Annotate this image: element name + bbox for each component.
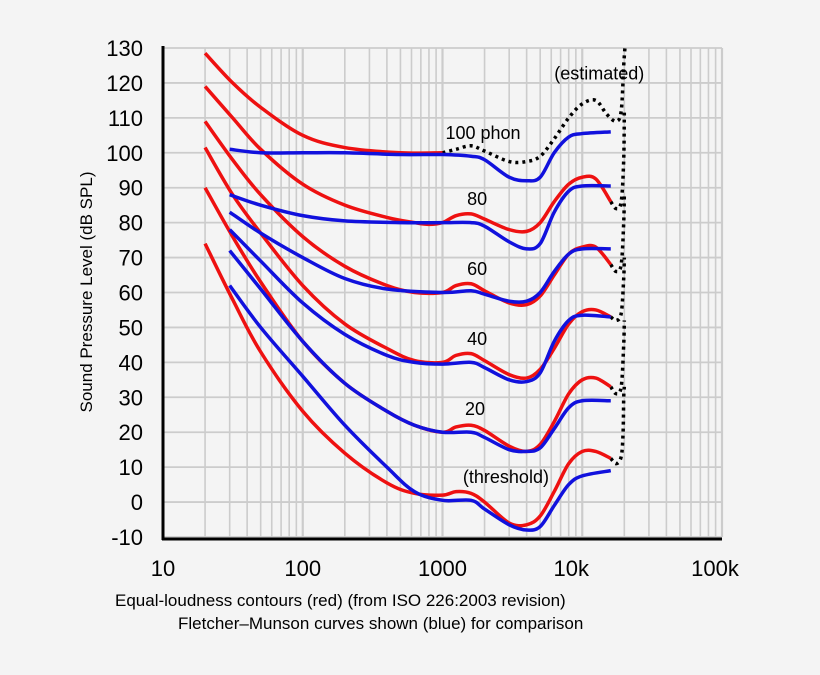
caption-line-2: Fletcher–Munson curves shown (blue) for … [178, 614, 584, 633]
y-tick-label: 10 [119, 455, 143, 480]
fletcher-munson-curve [229, 183, 611, 251]
iso-226-contour [203, 85, 613, 234]
x-tick-label: 100k [691, 556, 740, 581]
curve-annotation: 40 [467, 329, 487, 349]
fletcher-munson-curve [228, 210, 611, 304]
y-tick-label: 70 [119, 246, 143, 271]
iso-226-contour [203, 186, 612, 454]
iso-226-contour [203, 242, 612, 528]
y-tick-label: -10 [111, 525, 143, 550]
fletcher-munson-curve [228, 228, 611, 384]
y-tick-label: 50 [119, 315, 143, 340]
y-tick-label: 20 [119, 420, 143, 445]
estimated-curve [609, 386, 627, 466]
estimated-curve [609, 320, 627, 396]
iso-226-contour [203, 52, 443, 155]
curve-annotation: 80 [467, 189, 487, 209]
fletcher-munson-curve [228, 284, 612, 532]
estimated-curve [609, 110, 627, 211]
fletcher-munson-curve [228, 249, 611, 454]
x-tick-label: 100 [284, 556, 321, 581]
curve-annotation: (estimated) [554, 63, 644, 83]
x-tick-label: 10 [151, 556, 175, 581]
y-tick-label: 40 [119, 350, 143, 375]
y-tick-label: 30 [119, 385, 143, 410]
curve-annotation: (threshold) [463, 467, 549, 487]
estimated-curve [442, 47, 627, 165]
estimated-curve [609, 194, 627, 274]
y-tick-label: 130 [106, 36, 143, 61]
y-tick-label: 80 [119, 211, 143, 236]
curve-annotation: 20 [465, 399, 485, 419]
y-tick-label: 60 [119, 281, 143, 306]
y-tick-label: 120 [106, 71, 143, 96]
curve-annotation: 60 [467, 259, 487, 279]
iso-226-contour [203, 146, 612, 381]
x-tick-label: 1000 [418, 556, 467, 581]
y-tick-label: 110 [108, 106, 143, 131]
y-tick-label: 100 [106, 141, 143, 166]
y-axis-label: Sound Pressure Level (dB SPL) [77, 172, 96, 413]
y-tick-label: 90 [119, 176, 143, 201]
x-tick-label: 10k [554, 556, 590, 581]
estimated-curve [609, 257, 627, 323]
curve-annotation: 100 phon [445, 123, 520, 143]
fletcher-munson-curve [229, 130, 611, 183]
caption-line-1: Equal-loudness contours (red) (from ISO … [115, 591, 566, 610]
y-tick-label: 0 [131, 490, 143, 515]
